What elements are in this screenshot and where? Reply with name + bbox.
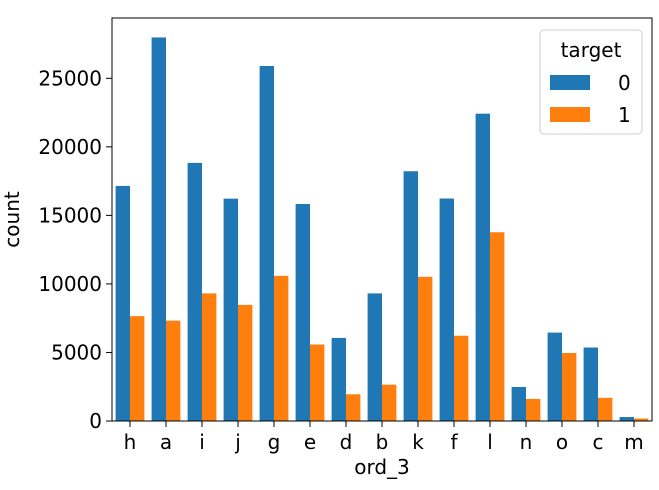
bar-j-target-1 xyxy=(238,304,253,421)
legend-label-0: 0 xyxy=(618,71,631,95)
x-tick-label-i: i xyxy=(199,430,205,454)
bar-e-target-0 xyxy=(295,204,310,421)
x-tick-label-a: a xyxy=(160,430,172,454)
y-tick-label: 5000 xyxy=(51,340,102,364)
bars-group xyxy=(115,37,649,422)
legend-title: target xyxy=(561,38,622,62)
bar-b-target-1 xyxy=(382,384,397,421)
y-tick-label: 10000 xyxy=(38,272,102,296)
y-tick-label: 0 xyxy=(89,409,102,433)
bar-h-target-0 xyxy=(115,185,130,421)
x-tick-label-d: d xyxy=(340,430,353,454)
x-tick-label-e: e xyxy=(304,430,316,454)
x-tick-label-n: n xyxy=(520,430,533,454)
bar-f-target-1 xyxy=(454,335,469,421)
bar-m-target-0 xyxy=(619,417,634,421)
bar-n-target-1 xyxy=(526,398,541,421)
x-tick-label-j: j xyxy=(234,430,241,454)
x-tick-label-h: h xyxy=(124,430,137,454)
bar-c-target-1 xyxy=(598,397,613,421)
y-axis-ticks: 0 5000 10000 15000 20000 25000 xyxy=(38,66,112,433)
plot-frame xyxy=(111,17,653,422)
legend: target 0 1 xyxy=(539,29,643,135)
bar-l-target-1 xyxy=(490,232,505,421)
x-axis-label: ord_3 xyxy=(354,455,410,479)
x-tick-label-l: l xyxy=(487,430,493,454)
x-tick-label-b: b xyxy=(376,430,389,454)
bar-g-target-0 xyxy=(259,65,274,421)
x-tick-label-o: o xyxy=(556,430,568,454)
x-tick-label-g: g xyxy=(268,430,281,454)
bar-c-target-0 xyxy=(583,347,598,421)
y-tick-label: 20000 xyxy=(38,135,102,159)
bar-l-target-0 xyxy=(475,113,490,422)
bar-d-target-1 xyxy=(346,394,361,421)
legend-swatch-1 xyxy=(550,107,590,122)
bar-k-target-1 xyxy=(418,276,433,421)
y-tick-label: 15000 xyxy=(38,203,102,227)
bar-m-target-1 xyxy=(634,418,649,421)
legend-label-1: 1 xyxy=(618,103,631,127)
bar-n-target-0 xyxy=(511,387,526,421)
bar-h-target-1 xyxy=(130,316,145,421)
bar-a-target-1 xyxy=(166,320,181,421)
x-tick-label-k: k xyxy=(412,430,424,454)
bar-a-target-0 xyxy=(151,37,166,421)
bar-j-target-0 xyxy=(223,198,238,421)
bar-i-target-0 xyxy=(187,162,202,421)
bar-o-target-0 xyxy=(547,332,562,421)
y-axis-label: count xyxy=(0,191,24,248)
x-tick-label-m: m xyxy=(624,430,643,454)
x-tick-label-f: f xyxy=(450,430,458,454)
legend-swatch-0 xyxy=(550,75,590,90)
bar-g-target-1 xyxy=(274,275,289,421)
bar-f-target-0 xyxy=(439,198,454,421)
bar-d-target-0 xyxy=(331,337,346,421)
bar-i-target-1 xyxy=(202,293,217,421)
y-tick-label: 25000 xyxy=(38,66,102,90)
bar-e-target-1 xyxy=(310,344,325,421)
bar-o-target-1 xyxy=(562,353,577,421)
x-tick-label-c: c xyxy=(593,430,604,454)
bar-k-target-0 xyxy=(403,171,418,421)
bar-b-target-0 xyxy=(367,293,382,421)
